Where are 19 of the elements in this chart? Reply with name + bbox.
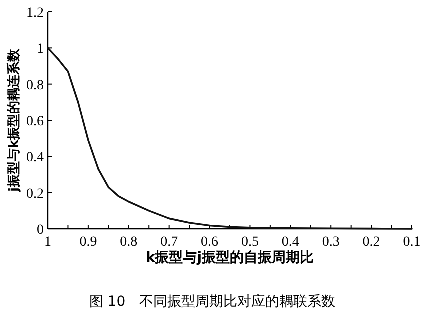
y-tick-label: 0: [37, 223, 44, 238]
x-tick-label: 0.4: [282, 235, 300, 250]
x-tick-label: 0.9: [80, 235, 98, 250]
y-tick-label: 0.6: [26, 114, 44, 130]
x-tick-label: 0.3: [322, 235, 340, 250]
y-tick-label: 0.8: [26, 78, 44, 94]
x-tick-label: 0.7: [160, 235, 178, 250]
y-tick-label: 1: [37, 42, 44, 58]
x-tick-label: 0.1: [403, 235, 421, 250]
y-axis-title: j振型与k振型的耦连系数: [6, 48, 22, 194]
x-tick-label: 0.6: [201, 235, 219, 250]
x-axis-title: k振型与j振型的自振周期比: [146, 250, 314, 266]
x-tick-label: 0.5: [241, 235, 259, 250]
y-tick-label: 0.4: [26, 150, 44, 166]
x-tick-label: 0.2: [362, 235, 380, 250]
text: 图 10 不同振型周期比对应的耦联系数: [89, 294, 336, 310]
y-tick-label: 1.2: [26, 6, 44, 21]
x-tick-label: 0.8: [120, 235, 138, 250]
y-tick-label: 0.2: [26, 186, 44, 202]
